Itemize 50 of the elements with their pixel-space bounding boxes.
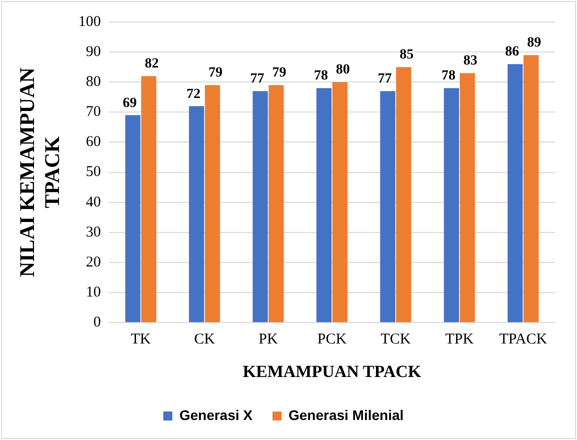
bar: [125, 115, 140, 322]
x-tick-label: PK: [258, 332, 278, 348]
bar: [188, 106, 204, 322]
bar: [252, 91, 268, 322]
data-label: 83: [463, 54, 478, 69]
data-label: 77: [250, 72, 264, 87]
data-label: 72: [186, 86, 201, 102]
bar: [508, 64, 523, 322]
x-tick-label: TK: [130, 332, 151, 348]
data-label: 77: [378, 72, 392, 87]
x-tick-label: TCK: [380, 332, 411, 348]
data-label: 89: [527, 36, 542, 51]
bar: [204, 85, 220, 322]
bar: [141, 76, 156, 322]
bar: [380, 91, 396, 322]
bar: [332, 82, 348, 322]
y-tick-label: 50: [86, 164, 101, 180]
data-label: 86: [505, 44, 520, 60]
data-label: 80: [336, 62, 350, 78]
y-tick-label: 70: [86, 104, 101, 120]
x-axis-title: KEMAMPUAN TPACK: [242, 362, 422, 382]
bar: [268, 85, 284, 322]
y-tick-label: 10: [86, 284, 101, 300]
y-tick-label: 40: [86, 194, 101, 210]
y-tick-label: 80: [86, 74, 101, 90]
x-tick-label: PCK: [317, 332, 347, 348]
legend-label: Generasi Milenial: [288, 406, 404, 423]
y-axis-title: NILAI KEMAMPUAN TPACK: [15, 68, 64, 278]
y-tick-label: 30: [86, 224, 101, 240]
data-label: 85: [400, 48, 414, 63]
x-tick-label: CK: [194, 332, 216, 348]
bar: [444, 88, 460, 322]
data-label: 79: [208, 66, 222, 81]
x-tick-label: TPACK: [499, 332, 548, 348]
bar: [396, 67, 412, 322]
y-tick-label: 20: [86, 254, 101, 270]
y-tick-label: 60: [86, 134, 101, 150]
bar: [524, 55, 539, 322]
y-tick-label: 0: [93, 314, 101, 331]
data-label: 82: [144, 56, 159, 72]
bar: [460, 73, 475, 322]
y-tick-label: 100: [78, 14, 101, 30]
legend-label: Generasi X: [179, 406, 254, 423]
data-label: 69: [122, 96, 137, 111]
data-label: 78: [441, 68, 456, 84]
x-tick-label: TPK: [445, 332, 474, 348]
data-label: 79: [272, 66, 286, 81]
y-tick-label: 90: [86, 44, 101, 60]
data-label: 78: [314, 68, 328, 84]
bar: [316, 88, 332, 322]
